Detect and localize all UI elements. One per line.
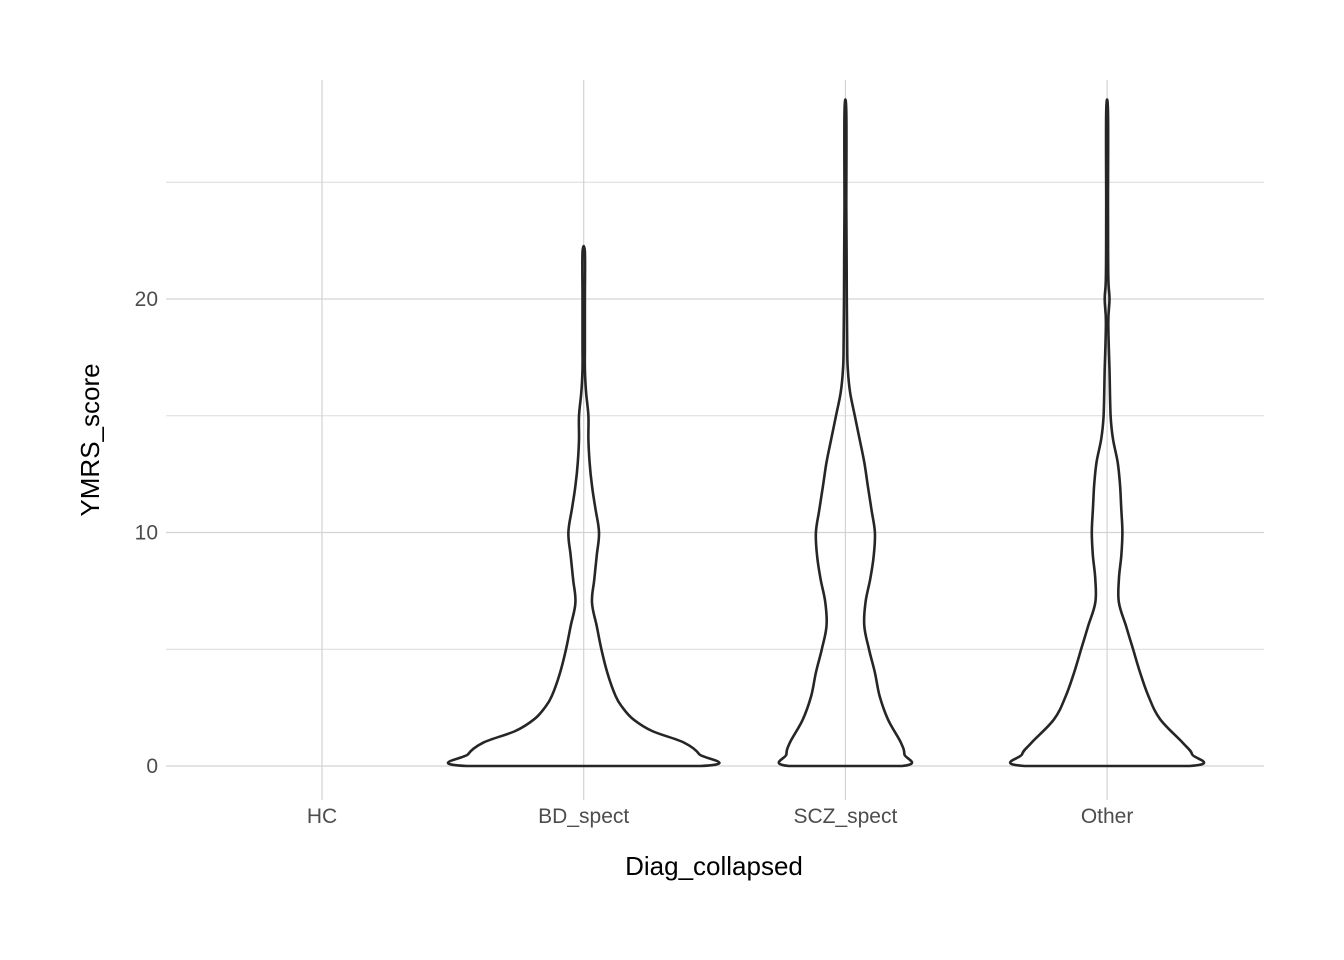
y-tick-label: 0 (146, 755, 158, 778)
y-tick-label: 20 (135, 288, 158, 311)
x-tick-label: HC (307, 805, 337, 828)
x-tick-label: Other (1081, 805, 1134, 828)
y-axis-ticks: 0 10 20 (135, 288, 158, 778)
grid (166, 80, 1264, 800)
x-axis-title: Diag_collapsed (625, 851, 803, 881)
y-axis-title: YMRS_score (75, 363, 105, 516)
y-tick-label: 10 (135, 522, 158, 545)
violin-scz-spect (777, 98, 914, 768)
violins (446, 98, 1206, 768)
violin-bd-spect (446, 244, 721, 768)
x-tick-label: SCZ_spect (793, 805, 897, 828)
x-tick-label: BD_spect (538, 805, 629, 828)
violin-other (1008, 98, 1206, 768)
x-axis-ticks: HC BD_spect SCZ_spect Other (307, 805, 1134, 828)
